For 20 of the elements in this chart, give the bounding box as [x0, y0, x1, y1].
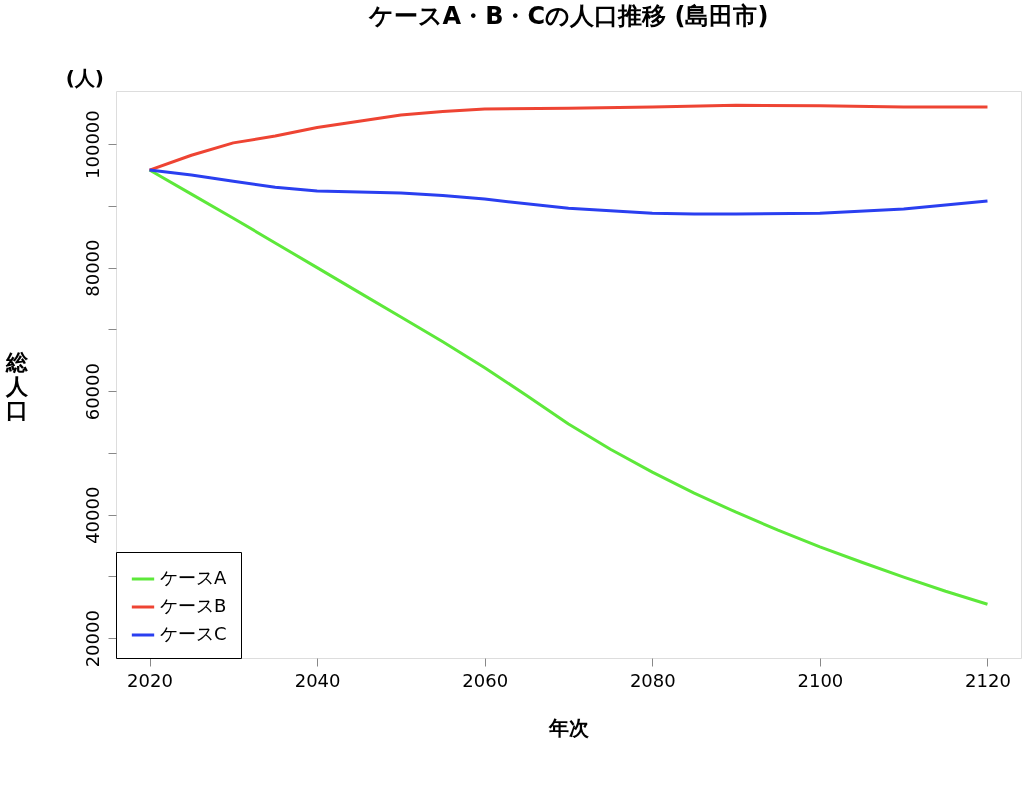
- y-tick-label: 60000: [81, 363, 103, 421]
- x-axis-title: 年次: [548, 715, 590, 740]
- x-tick-label: 2060: [462, 669, 509, 691]
- y-tick-label: 80000: [81, 239, 103, 297]
- x-tick-label: 2100: [797, 669, 844, 691]
- x-tick-label: 2080: [629, 669, 676, 691]
- y-tick-label: 40000: [81, 486, 103, 544]
- y-tick-label: 20000: [81, 610, 103, 668]
- x-tick-label: 2120: [965, 669, 1011, 691]
- x-tick-label: 2020: [127, 669, 173, 691]
- line-series: [148, 103, 989, 172]
- legend-label: ケースA: [160, 567, 227, 588]
- x-tick-label: 2040: [294, 669, 341, 691]
- y-tick-label: 100000: [81, 110, 103, 179]
- legend-label: ケースB: [160, 595, 227, 616]
- line-series: [148, 168, 989, 216]
- y-axis-title: 総人口: [4, 350, 29, 423]
- chart-title: ケースA・B・Cの人口推移 (島田市): [367, 2, 769, 30]
- text: (人): [65, 66, 104, 90]
- legend-label: ケースC: [160, 623, 227, 644]
